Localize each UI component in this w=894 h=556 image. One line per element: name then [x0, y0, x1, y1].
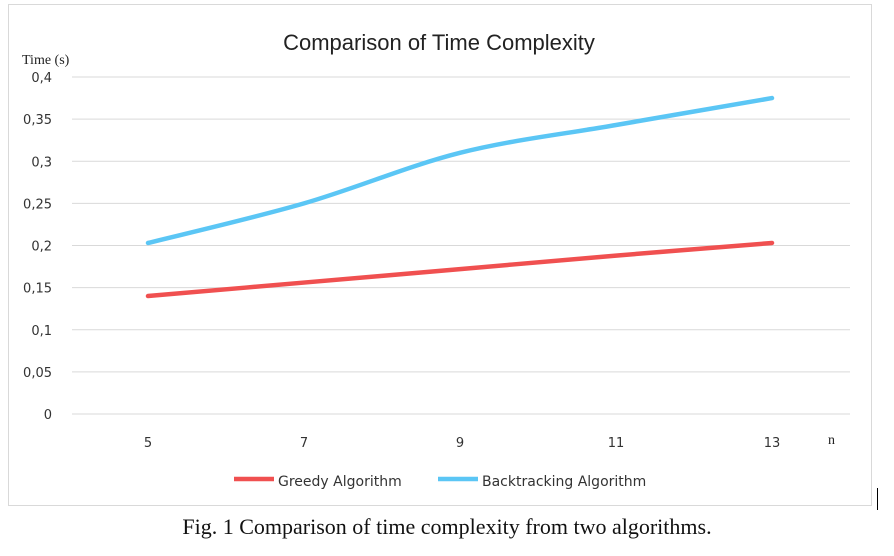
chart-title: Comparison of Time Complexity — [283, 30, 595, 55]
x-tick-label: 7 — [300, 436, 308, 451]
x-axis-label: n — [828, 433, 835, 448]
y-tick-label: 0,15 — [23, 282, 52, 297]
y-tick-label: 0,1 — [31, 324, 52, 339]
legend-label: Backtracking Algorithm — [482, 474, 646, 490]
series-line-backtracking — [145, 95, 775, 246]
text-cursor — [877, 488, 878, 510]
line-chart: Comparison of Time Complexity Time (s) n… — [22, 30, 850, 490]
series-line-greedy — [145, 240, 775, 299]
y-tick-label: 0,3 — [31, 155, 52, 170]
y-tick-label: 0,35 — [23, 113, 52, 128]
x-tick-label: 5 — [144, 436, 152, 451]
y-tick-label: 0,4 — [31, 71, 52, 86]
series-lines — [145, 95, 775, 299]
chart-frame — [8, 4, 872, 506]
y-axis-label: Time (s) — [22, 53, 70, 68]
y-tick-label: 0,05 — [23, 366, 52, 381]
y-tick-label: 0 — [44, 408, 52, 423]
legend: Greedy Algorithm Backtracking Algorithm — [234, 474, 646, 490]
x-tick-label: 11 — [608, 436, 625, 451]
y-tick-label: 0,25 — [23, 197, 52, 212]
gridlines — [72, 76, 850, 415]
y-tick-label: 0,2 — [31, 240, 52, 255]
x-tick-labels: 5 7 9 11 13 — [144, 436, 780, 451]
x-tick-label: 9 — [456, 436, 464, 451]
figure-caption: Fig. 1 Comparison of time complexity fro… — [182, 514, 712, 539]
x-tick-label: 13 — [764, 436, 781, 451]
y-tick-labels: 0 0,05 0,1 0,15 0,2 0,25 0,3 0,35 0,4 — [23, 71, 52, 423]
legend-label: Greedy Algorithm — [278, 474, 402, 490]
